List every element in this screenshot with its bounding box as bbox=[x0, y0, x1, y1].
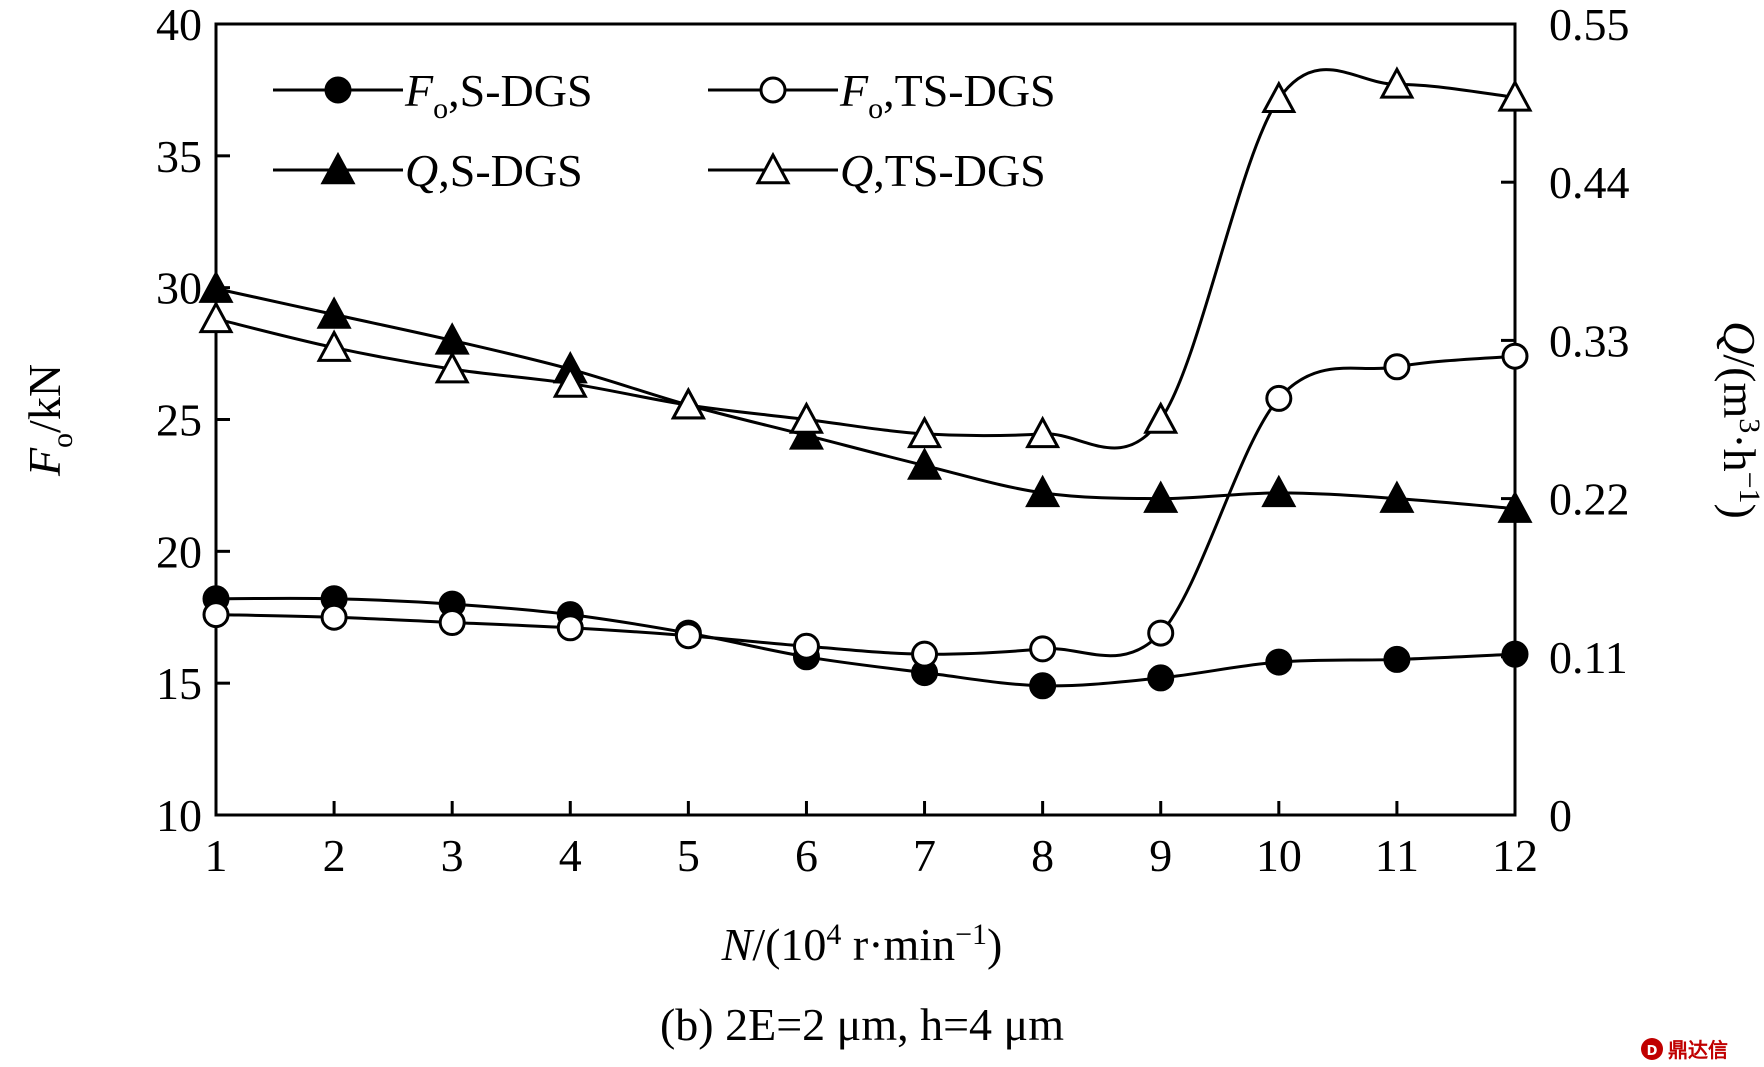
x-tick-label: 5 bbox=[677, 830, 700, 881]
legend-label: Fo,S-DGS bbox=[404, 65, 593, 125]
y-left-tick-label: 40 bbox=[156, 0, 202, 50]
tick-labels: 1 2 3 4 5 6 7 8 9 10 11 121015202530354000.110.220.… bbox=[156, 0, 1630, 881]
series-2-point bbox=[1025, 474, 1061, 508]
y-left-tick-label: 30 bbox=[156, 263, 202, 314]
series-0-point bbox=[1029, 672, 1057, 700]
y-left-tick-label: 20 bbox=[156, 526, 202, 577]
series-1-point bbox=[1383, 353, 1411, 381]
x-tick-label: 10 bbox=[1256, 830, 1302, 881]
y-right-tick-label: 0.44 bbox=[1549, 157, 1630, 208]
series-1-point bbox=[202, 601, 230, 629]
x-tick-label: 11 bbox=[1375, 830, 1419, 881]
series-line-2 bbox=[215, 287, 1516, 511]
legend-marker bbox=[755, 151, 791, 185]
series-2-point bbox=[788, 417, 824, 450]
legend-entry: Q,TS-DGS bbox=[708, 145, 1046, 196]
legend-label: Q,S-DGS bbox=[405, 145, 583, 196]
series-0-point bbox=[1265, 648, 1293, 676]
series-line-1 bbox=[215, 354, 1516, 658]
series-3-point bbox=[907, 415, 943, 449]
x-tick-label: 8 bbox=[1031, 830, 1054, 881]
series-3-point bbox=[1497, 79, 1533, 112]
series-3-point bbox=[1379, 66, 1415, 99]
watermark-logo: D 鼎达信 bbox=[1641, 1038, 1728, 1062]
series-2-point bbox=[1261, 474, 1297, 508]
series-2-point bbox=[1379, 480, 1415, 513]
legend-marker bbox=[324, 76, 352, 104]
series-3-point bbox=[316, 329, 352, 362]
svg-text:D: D bbox=[1647, 1044, 1658, 1059]
series-3-point bbox=[434, 351, 470, 384]
x-tick-label: 6 bbox=[795, 830, 818, 881]
series-3-point bbox=[552, 365, 588, 398]
legend-entry: Fo,S-DGS bbox=[273, 65, 593, 125]
series-3-point bbox=[788, 401, 824, 434]
plot-frame bbox=[214, 22, 1517, 817]
series-2-point bbox=[907, 447, 943, 480]
watermark-text: 鼎达信 bbox=[1668, 1038, 1728, 1062]
x-tick-label: 7 bbox=[913, 830, 936, 881]
series-2-point bbox=[1143, 480, 1179, 513]
series-1-point bbox=[911, 640, 939, 668]
y-right-tick-label: 0.22 bbox=[1549, 474, 1630, 525]
series-1-point bbox=[1029, 635, 1057, 663]
series-1-point bbox=[556, 614, 584, 642]
x-tick-label: 1 bbox=[205, 830, 228, 881]
series-1-point bbox=[1147, 619, 1175, 647]
legend-label: Fo,TS-DGS bbox=[839, 65, 1056, 125]
series-0-point bbox=[1501, 640, 1529, 668]
legend: Fo,S-DGS Fo,TS-DGS Q,S-DGS Q,TS-DGS bbox=[273, 65, 1056, 196]
series-2-point bbox=[316, 296, 352, 329]
series-0-point bbox=[1383, 645, 1411, 673]
x-tick-label: 12 bbox=[1492, 830, 1538, 881]
series-3-point bbox=[1025, 415, 1061, 449]
x-tick-label: 2 bbox=[323, 830, 346, 881]
y-axis-right-title: Q/(m3·h−1) bbox=[1714, 321, 1764, 519]
legend-marker bbox=[759, 76, 787, 104]
series-1-point bbox=[320, 603, 348, 631]
x-tick-label: 3 bbox=[441, 830, 464, 881]
y-left-tick-label: 15 bbox=[156, 658, 202, 709]
y-axis-left-title: Fo/kN bbox=[19, 364, 79, 477]
legend-marker bbox=[320, 151, 356, 185]
series-0-point bbox=[1147, 664, 1175, 692]
x-tick-label: 9 bbox=[1149, 830, 1172, 881]
series-3-point bbox=[1261, 80, 1297, 114]
series-line-0 bbox=[215, 596, 1516, 688]
legend-entry: Fo,TS-DGS bbox=[708, 65, 1056, 125]
series-1-point bbox=[1501, 342, 1529, 370]
series-2-point bbox=[1497, 490, 1533, 523]
x-tick-label: 4 bbox=[559, 830, 582, 881]
y-right-tick-label: 0 bbox=[1549, 790, 1572, 841]
y-right-tick-label: 0.33 bbox=[1549, 315, 1630, 366]
series-1-point bbox=[1265, 384, 1293, 412]
y-left-tick-label: 25 bbox=[156, 395, 202, 446]
legend-label: Q,TS-DGS bbox=[840, 145, 1046, 196]
x-axis-title: N/(104 r·min−1) bbox=[721, 918, 1003, 970]
y-left-tick-label: 10 bbox=[156, 790, 202, 841]
series-1-point bbox=[438, 609, 466, 637]
y-right-tick-label: 0.55 bbox=[1549, 0, 1630, 50]
series-3-point bbox=[670, 386, 706, 420]
axis-ticks bbox=[214, 22, 1517, 817]
series-3-point bbox=[1143, 401, 1179, 434]
plot-border bbox=[214, 22, 1517, 817]
series-markers bbox=[198, 66, 1533, 700]
legend-entry: Q,S-DGS bbox=[273, 145, 583, 196]
y-right-tick-label: 0.11 bbox=[1549, 632, 1628, 683]
series-1-point bbox=[792, 632, 820, 660]
y-left-tick-label: 35 bbox=[156, 131, 202, 182]
series-3-point bbox=[198, 300, 234, 334]
series-1-point bbox=[674, 622, 702, 650]
series-line-3 bbox=[215, 68, 1516, 450]
figure-caption: (b) 2E=2 μm, h=4 μm bbox=[660, 999, 1064, 1050]
